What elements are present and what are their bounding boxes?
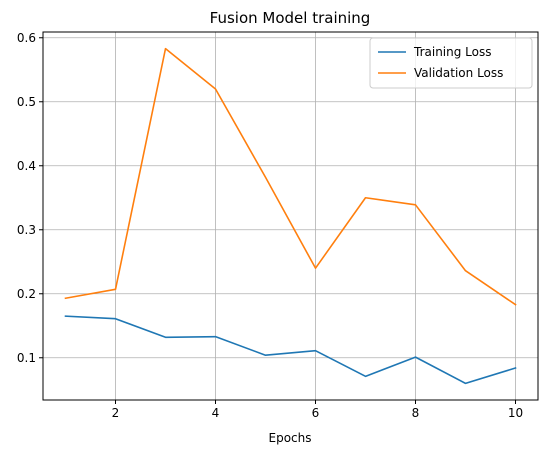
plot-frame (42, 31, 539, 401)
x-tick-label: 10 (508, 406, 523, 420)
y-tick-label: 0.6 (17, 31, 36, 45)
y-tick-label: 0.5 (17, 95, 36, 109)
x-tick-label: 8 (412, 406, 420, 420)
legend-label-validation: Validation Loss (414, 66, 503, 80)
y-tick-label: 0.3 (17, 223, 36, 237)
training-loss-line (64, 315, 517, 385)
validation-loss-line (64, 47, 517, 306)
legend-box (369, 37, 533, 89)
x-tick-label: 4 (212, 406, 220, 420)
x-tick-label: 6 (312, 406, 320, 420)
series-layer (64, 47, 517, 385)
x-tick-label: 2 (112, 406, 120, 420)
y-tick-label: 0.1 (17, 351, 36, 365)
y-tick-label: 0.4 (17, 159, 36, 173)
legend: Training Loss Validation Loss (369, 37, 533, 89)
y-tick-label: 0.2 (17, 287, 36, 301)
tick-layer: 2 4 6 8 10 0.1 0.2 0.3 0.4 0.5 0.6 (17, 31, 523, 420)
chart-title: Fusion Model training (210, 9, 371, 27)
legend-label-training: Training Loss (413, 45, 491, 59)
x-axis-label: Epochs (269, 431, 312, 445)
